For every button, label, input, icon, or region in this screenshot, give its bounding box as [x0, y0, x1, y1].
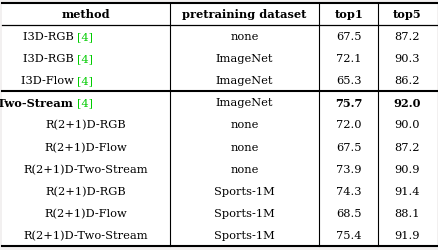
Text: [4]: [4] — [77, 54, 93, 64]
Text: none: none — [230, 120, 258, 130]
Text: 91.9: 91.9 — [394, 230, 419, 240]
Text: 88.1: 88.1 — [394, 208, 419, 218]
Text: none: none — [230, 164, 258, 174]
Text: 75.7: 75.7 — [334, 98, 362, 108]
Text: 90.0: 90.0 — [394, 120, 419, 130]
Text: method: method — [61, 9, 110, 20]
Text: I3D-Flow [4]: I3D-Flow [4] — [49, 76, 122, 86]
Text: Sports-1M: Sports-1M — [214, 186, 274, 196]
Text: 67.5: 67.5 — [335, 142, 361, 152]
Text: 87.2: 87.2 — [394, 142, 419, 152]
Text: I3D-RGB [4]: I3D-RGB [4] — [50, 32, 121, 42]
Text: R(2+1)D-Flow: R(2+1)D-Flow — [44, 208, 127, 218]
Text: I3D-RGB: I3D-RGB — [22, 32, 77, 42]
Text: 91.4: 91.4 — [394, 186, 419, 196]
Text: R(2+1)D-Flow: R(2+1)D-Flow — [44, 142, 127, 152]
Text: [4]: [4] — [77, 32, 93, 42]
Text: 72.0: 72.0 — [335, 120, 361, 130]
Text: 68.5: 68.5 — [335, 208, 361, 218]
Text: 75.4: 75.4 — [335, 230, 361, 240]
Text: 90.3: 90.3 — [394, 54, 419, 64]
Text: Sports-1M: Sports-1M — [214, 208, 274, 218]
Text: [4]: [4] — [77, 98, 93, 108]
Text: I3D-Two-Stream [4]: I3D-Two-Stream [4] — [28, 98, 143, 108]
Text: 73.9: 73.9 — [335, 164, 361, 174]
Text: none: none — [230, 142, 258, 152]
Text: 74.3: 74.3 — [335, 186, 361, 196]
Text: top5: top5 — [392, 9, 421, 20]
Text: 67.5: 67.5 — [335, 32, 361, 42]
Text: none: none — [230, 32, 258, 42]
Text: 86.2: 86.2 — [394, 76, 419, 86]
Text: ImageNet: ImageNet — [215, 98, 272, 108]
Text: top1: top1 — [334, 9, 362, 20]
Text: 65.3: 65.3 — [335, 76, 361, 86]
Text: ImageNet: ImageNet — [215, 54, 272, 64]
Text: 72.1: 72.1 — [335, 54, 361, 64]
Text: 87.2: 87.2 — [394, 32, 419, 42]
Text: ImageNet: ImageNet — [215, 76, 272, 86]
Text: R(2+1)D-Two-Stream: R(2+1)D-Two-Stream — [24, 230, 148, 240]
Text: Sports-1M: Sports-1M — [214, 230, 274, 240]
Text: 90.9: 90.9 — [394, 164, 419, 174]
Text: I3D-Two-Stream: I3D-Two-Stream — [0, 98, 77, 108]
Text: R(2+1)D-RGB: R(2+1)D-RGB — [46, 120, 126, 130]
Text: R(2+1)D-Two-Stream: R(2+1)D-Two-Stream — [24, 164, 148, 174]
Text: R(2+1)D-RGB: R(2+1)D-RGB — [46, 186, 126, 196]
Text: I3D-RGB [4]: I3D-RGB [4] — [50, 54, 121, 64]
Text: I3D-RGB: I3D-RGB — [22, 54, 77, 64]
Text: [4]: [4] — [77, 76, 93, 86]
Text: 92.0: 92.0 — [393, 98, 420, 108]
Text: pretraining dataset: pretraining dataset — [182, 9, 306, 20]
Text: I3D-Flow: I3D-Flow — [21, 76, 77, 86]
